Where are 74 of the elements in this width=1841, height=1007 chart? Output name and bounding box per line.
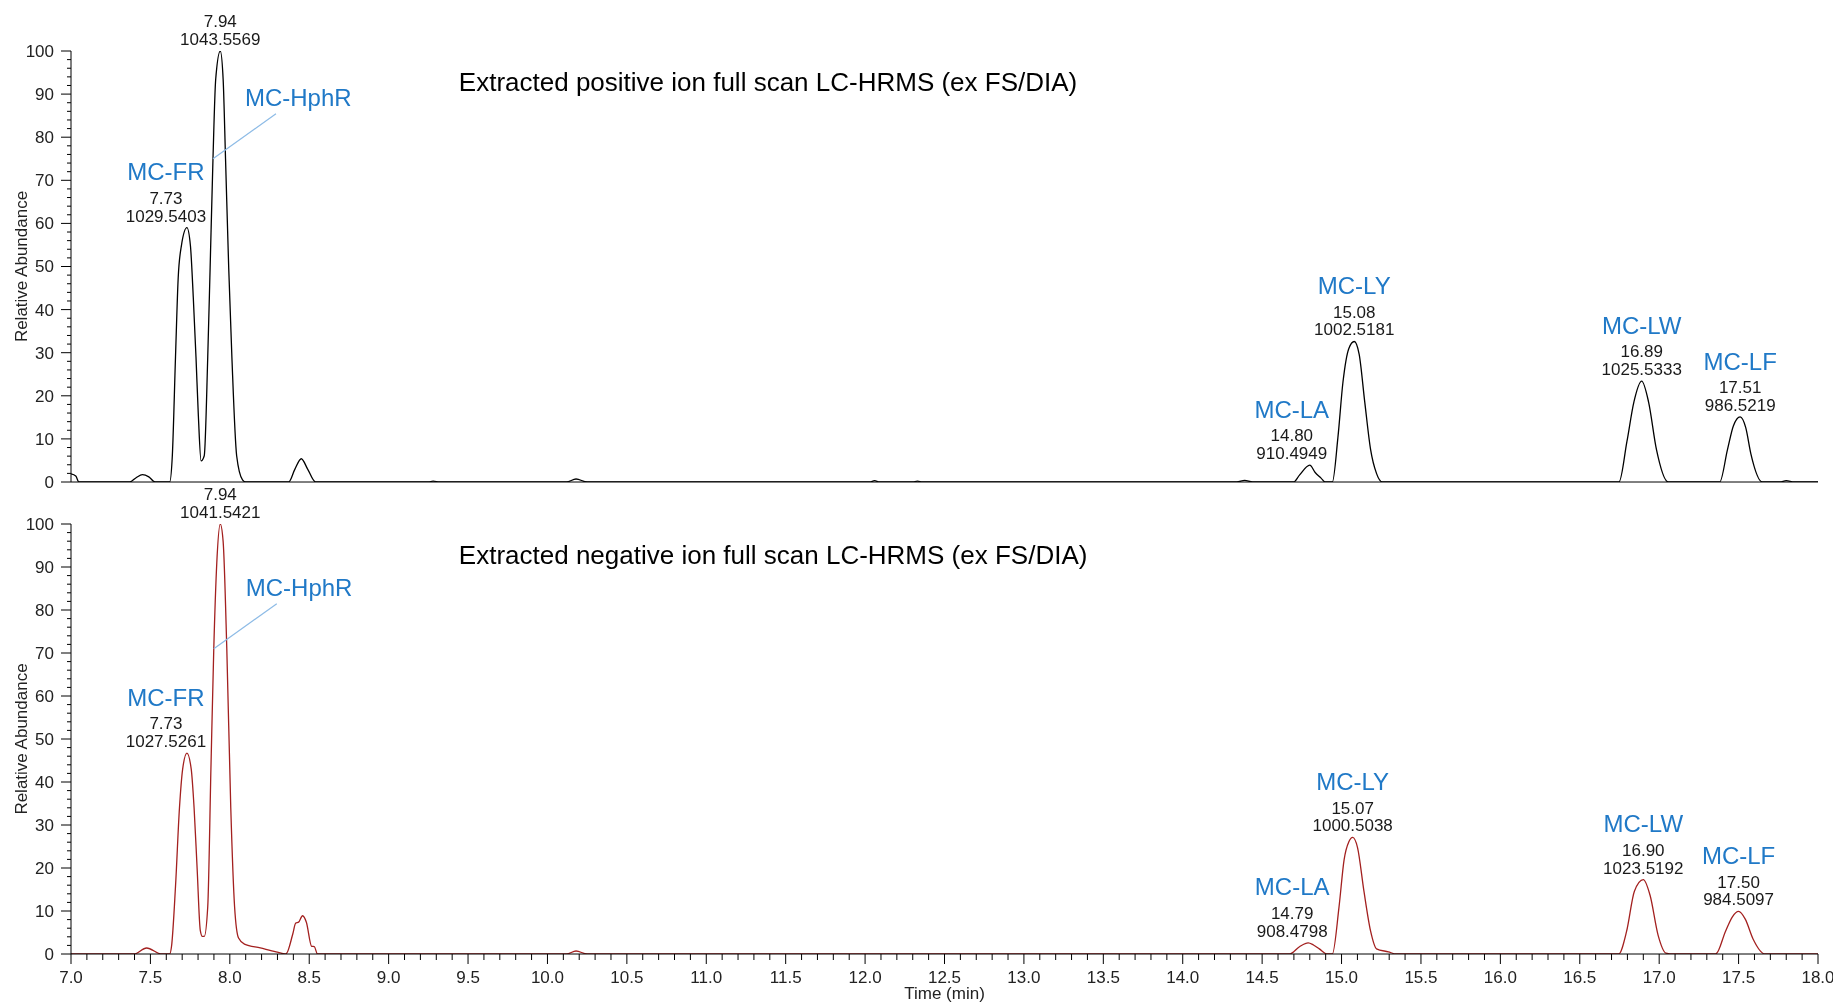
annotation: 16.90 1023.5192 — [1603, 840, 1684, 878]
text: Extracted negative ion full scan LC-HRMS (ex FS/DIA) — [458, 540, 1088, 570]
y-tick-label: 90 — [35, 557, 54, 577]
x-tick-label: 7.0 — [59, 968, 83, 987]
y-tick-label: 80 — [35, 600, 54, 620]
y-tick-label: 50 — [35, 729, 54, 749]
x-tick-label: 13.5 — [1086, 968, 1120, 987]
y-axis-title: Relative Abundance — [11, 663, 31, 815]
x-tick-label: 17.0 — [1642, 968, 1676, 987]
x-tick-label: 9.5 — [456, 968, 480, 987]
annotation: MC-HphR — [245, 573, 353, 601]
annotation: MC-FR — [127, 158, 205, 186]
y-tick-label: 20 — [35, 858, 54, 878]
x-tick-label: 12.0 — [848, 968, 882, 987]
annotation: 7.73 1027.5261 — [125, 714, 207, 752]
y-tick-label: 100 — [25, 41, 54, 61]
y-tick-label: 100 — [25, 514, 54, 534]
y-tick-label: 0 — [44, 944, 54, 964]
annotation: 7.73 1029.5403 — [125, 188, 207, 226]
annotation: MC-LY — [1316, 768, 1390, 796]
x-tick-label: 14.5 — [1245, 968, 1279, 987]
annotation: 15.08 1002.5181 — [1314, 302, 1395, 340]
annotation: MC-LW — [1603, 810, 1684, 838]
annotation: 17.50 984.5097 — [1703, 872, 1775, 910]
annotation: MC-LF — [1703, 347, 1777, 375]
x-tick-label: 15.0 — [1325, 968, 1359, 987]
y-tick-label: 90 — [35, 85, 54, 105]
annotation: 14.79 908.4798 — [1256, 903, 1328, 941]
x-tick-label: 10.5 — [610, 968, 644, 987]
annotation: MC-HphR — [244, 83, 352, 111]
y-tick-label: 0 — [44, 472, 54, 492]
x-tick-label: 9.0 — [376, 968, 401, 987]
annotation: MC-LY — [1317, 272, 1391, 300]
y-tick-label: 70 — [35, 643, 54, 663]
x-tick-label: 18.0 — [1801, 968, 1835, 987]
annotation: 7.94 1043.5569 — [180, 12, 261, 49]
x-tick-label: 14.0 — [1166, 968, 1200, 987]
x-tick-label: 11.5 — [769, 968, 802, 987]
x-tick-label: 17.5 — [1722, 968, 1756, 987]
annotation: 7.94 1041.5421 — [180, 485, 261, 522]
x-tick-label: 8.0 — [218, 968, 242, 987]
x-tick-label: 8.5 — [297, 968, 322, 987]
y-tick-label: 40 — [35, 300, 54, 320]
x-tick-label: 16.0 — [1483, 968, 1517, 987]
y-tick-label: 70 — [35, 171, 54, 191]
x-tick-label: 15.5 — [1404, 968, 1438, 987]
annotation: 15.07 1000.5038 — [1312, 798, 1393, 836]
y-tick-label: 10 — [35, 901, 54, 921]
annotation: MC-FR — [127, 683, 205, 711]
annotation: 16.89 1025.5333 — [1601, 342, 1682, 380]
y-tick-label: 30 — [35, 343, 54, 363]
y-tick-label: 60 — [35, 214, 54, 234]
y-tick-label: 10 — [35, 429, 54, 449]
x-tick-label: 16.5 — [1563, 968, 1597, 987]
annotation: MC-LF — [1701, 842, 1776, 870]
annotation: MC-LW — [1601, 311, 1682, 339]
x-axis-title: Time (min) — [904, 984, 985, 1003]
annotation: 14.80 910.4949 — [1256, 426, 1328, 464]
x-tick-label: 10.0 — [530, 968, 564, 987]
x-tick-label: 11.0 — [690, 968, 723, 987]
y-tick-label: 20 — [35, 386, 54, 406]
annotation: MC-LA — [1254, 395, 1330, 423]
y-axis-title: Relative Abundance — [11, 190, 31, 343]
annotation: 17.51 986.5219 — [1704, 378, 1776, 415]
x-tick-label: 12.5 — [927, 968, 962, 987]
text: Extracted positive ion full scan LC-HRMS (ex FS/DIA) — [458, 67, 1078, 97]
y-tick-label: 60 — [35, 686, 54, 706]
x-tick-label: 13.0 — [1007, 968, 1041, 987]
y-tick-label: 40 — [35, 772, 54, 792]
y-tick-label: 50 — [35, 257, 54, 277]
y-tick-label: 80 — [35, 128, 54, 148]
y-tick-label: 30 — [35, 815, 54, 835]
x-tick-label: 7.5 — [138, 968, 163, 987]
annotation: MC-LA — [1254, 873, 1330, 901]
